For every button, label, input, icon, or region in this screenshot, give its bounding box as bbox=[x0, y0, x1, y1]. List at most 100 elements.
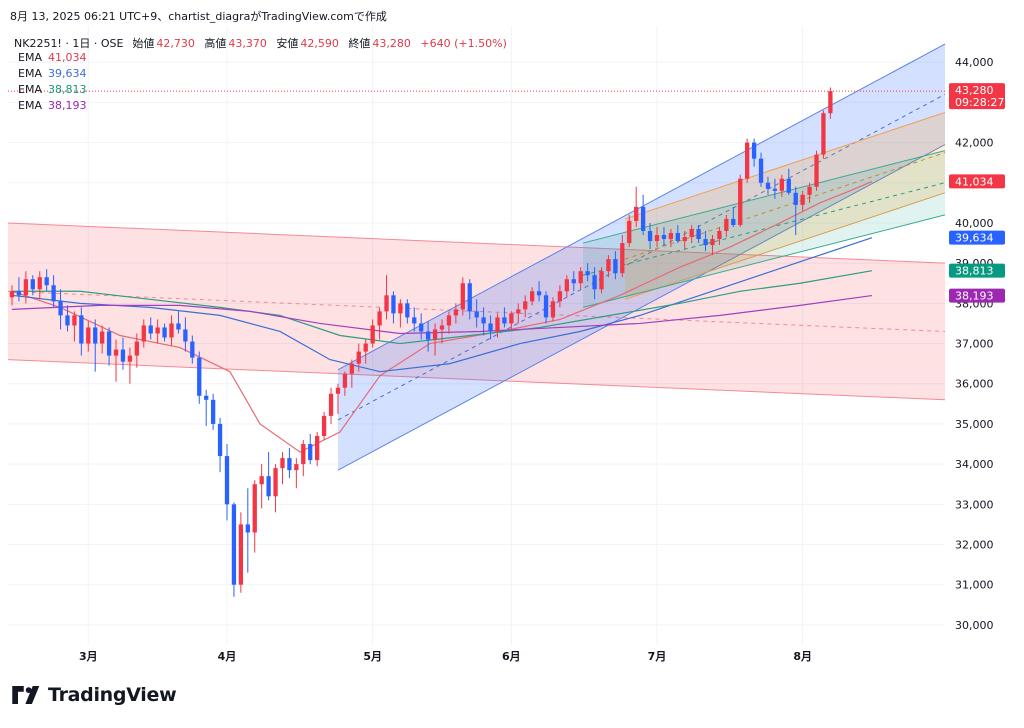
candle-body bbox=[550, 301, 556, 318]
candle-body bbox=[703, 239, 708, 246]
x-tick-label: 7月 bbox=[648, 650, 667, 663]
ema-legend-2[interactable]: EMA 39,634 bbox=[18, 67, 87, 80]
candle-body bbox=[682, 237, 687, 242]
ema-value-4: 38,193 bbox=[47, 99, 87, 112]
candle-body bbox=[807, 186, 812, 195]
candle-body bbox=[58, 301, 63, 316]
candle-body bbox=[405, 303, 410, 318]
candle-body bbox=[273, 468, 278, 497]
candle-body bbox=[301, 444, 306, 465]
candle-body bbox=[120, 349, 126, 362]
price-tag-label-1: 43,280 bbox=[955, 84, 994, 97]
candle-body bbox=[578, 271, 583, 284]
candle-body bbox=[245, 524, 250, 533]
candle-body bbox=[585, 271, 590, 276]
ema-legend-3[interactable]: EMA 38,813 bbox=[18, 83, 87, 96]
ema-line-2 bbox=[11, 237, 873, 373]
y-tick-label: 42,000 bbox=[955, 137, 994, 150]
candle-body bbox=[419, 323, 424, 332]
candle-body bbox=[30, 279, 35, 290]
candle-body bbox=[606, 259, 611, 272]
candle-body bbox=[564, 279, 569, 292]
candle-body bbox=[169, 323, 174, 338]
tradingview-logo-text: TradingView bbox=[48, 684, 177, 706]
low-label: 安値 bbox=[276, 37, 299, 50]
tradingview-logo-icon bbox=[12, 686, 40, 704]
candle-body bbox=[696, 228, 701, 240]
candle-body bbox=[106, 331, 112, 356]
candle-body bbox=[745, 142, 750, 179]
candle-body bbox=[786, 178, 791, 193]
candle-body bbox=[765, 182, 771, 189]
y-tick-label: 31,000 bbox=[955, 579, 994, 592]
candle-body bbox=[425, 331, 431, 340]
candle-body bbox=[530, 291, 535, 302]
candle-body bbox=[86, 327, 91, 344]
x-tick-label: 3月 bbox=[79, 650, 98, 663]
low-value: 42,590 bbox=[300, 37, 339, 50]
candle-body bbox=[654, 235, 660, 242]
candle-body bbox=[738, 178, 743, 225]
candle-body bbox=[356, 351, 361, 364]
candle-body bbox=[828, 91, 833, 114]
ema-line-4 bbox=[11, 294, 873, 335]
candle-body bbox=[93, 327, 98, 344]
candle-body bbox=[308, 444, 313, 461]
candle-body bbox=[51, 285, 56, 302]
candle-body bbox=[294, 464, 299, 471]
price-tag-countdown: 09:28:27 bbox=[955, 96, 1004, 109]
candle-body bbox=[509, 313, 514, 324]
candle-body bbox=[536, 291, 542, 296]
candle-body bbox=[710, 239, 715, 246]
symbol-ohlc-line: NK2251! · 1日 · OSE 始値 42,730 高値 43,370 安値 4… bbox=[14, 35, 513, 51]
candle-body bbox=[495, 317, 500, 332]
candle-body bbox=[453, 309, 459, 316]
candle-body bbox=[9, 291, 15, 298]
ema-line-1 bbox=[11, 180, 873, 453]
candle-body bbox=[592, 275, 597, 290]
x-tick-label: 6月 bbox=[502, 650, 521, 663]
candle-body bbox=[328, 393, 334, 416]
chart-header: 8月 13, 2025 06:21 UTC+9、chartist_diagraが… bbox=[10, 10, 387, 23]
candle-body bbox=[252, 484, 257, 533]
candle-body bbox=[113, 349, 119, 356]
y-tick-label: 33,000 bbox=[955, 498, 994, 511]
candle-body bbox=[627, 220, 632, 244]
price-tag-3 bbox=[949, 230, 1005, 245]
red-channel-upper bbox=[7, 222, 946, 264]
candle-body bbox=[377, 311, 382, 326]
candle-body bbox=[23, 279, 29, 296]
candle-body bbox=[342, 373, 348, 388]
candle-body bbox=[398, 303, 403, 314]
candle-body bbox=[821, 113, 826, 155]
candle-body bbox=[779, 178, 784, 191]
y-tick-label: 40,000 bbox=[955, 217, 994, 230]
y-tick-label: 44,000 bbox=[955, 56, 994, 69]
candle-body bbox=[162, 327, 167, 338]
candle-body bbox=[446, 315, 452, 326]
ema-legend-4[interactable]: EMA 38,193 bbox=[18, 99, 87, 112]
price-tag-2 bbox=[949, 174, 1005, 189]
close-value: 43,280 bbox=[372, 37, 411, 50]
tradingview-logo[interactable]: TradingView bbox=[12, 684, 177, 706]
ema-legend-1[interactable]: EMA 41,034 bbox=[18, 51, 87, 64]
candle-body bbox=[800, 194, 805, 205]
candle-body bbox=[335, 387, 341, 394]
symbol-name[interactable]: NK2251! · 1日 · OSE bbox=[14, 37, 124, 50]
candle-body bbox=[183, 329, 188, 342]
candle-body bbox=[210, 399, 216, 424]
candle-body bbox=[238, 524, 244, 585]
y-tick-label: 36,000 bbox=[955, 378, 994, 391]
y-tick-label: 30,000 bbox=[955, 619, 994, 632]
candle-body bbox=[266, 476, 271, 497]
ema-value-2: 39,634 bbox=[47, 67, 87, 80]
price-tag-label-5: 38,193 bbox=[955, 290, 994, 303]
open-label: 始値 bbox=[132, 37, 155, 50]
green-channel-median bbox=[582, 182, 946, 276]
candle-body bbox=[224, 456, 230, 505]
x-tick-label: 5月 bbox=[363, 650, 382, 663]
candle-body bbox=[640, 206, 646, 231]
candle-body bbox=[620, 243, 625, 274]
